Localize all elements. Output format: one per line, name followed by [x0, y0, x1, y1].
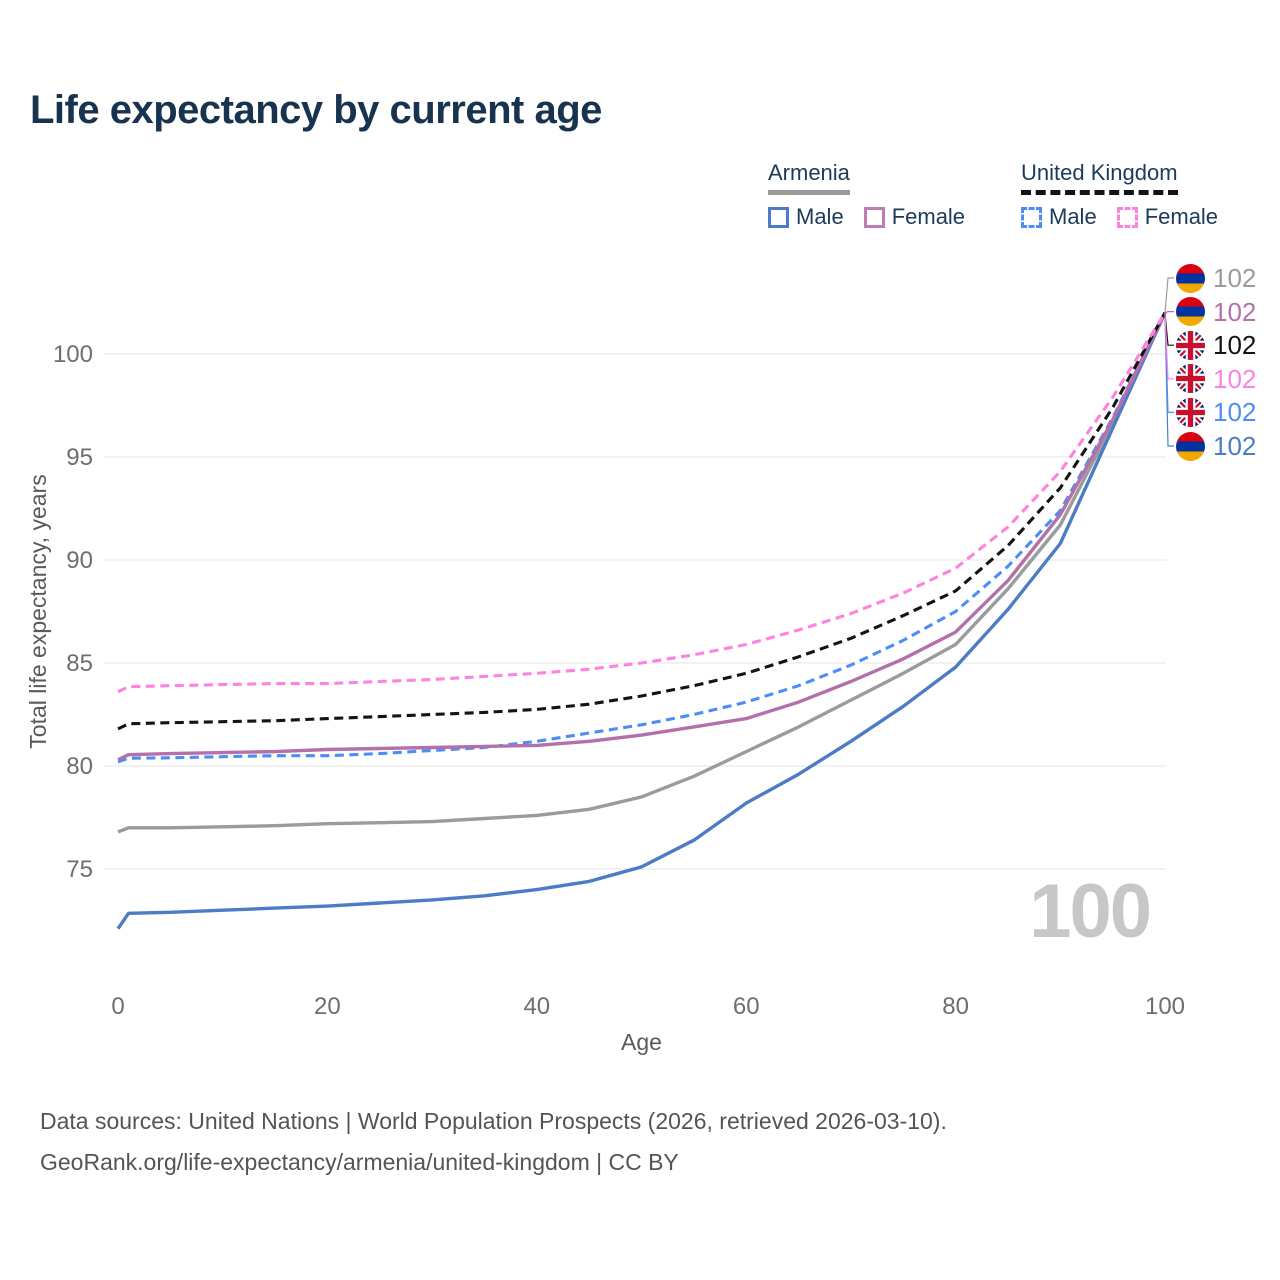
data-sources-text: Data sources: United Nations | World Pop… — [40, 1108, 947, 1134]
end-label-armenia-female: 102 — [1176, 297, 1256, 327]
armenia-flag-icon — [1176, 263, 1205, 293]
united-kingdom-flag-icon — [1176, 330, 1205, 360]
y-tick-label-95: 95 — [66, 444, 93, 471]
armenia-flag-icon — [1176, 297, 1205, 327]
end-label-united-kingdom-female: 102 — [1176, 364, 1256, 394]
uk-male-swatch-icon — [1021, 206, 1042, 228]
end-label-united-kingdom-male: 102 — [1176, 397, 1256, 427]
end-label-united-kingdom-total: 102 — [1176, 330, 1256, 360]
attribution-text: GeoRank.org/life-expectancy/armenia/unit… — [40, 1149, 679, 1175]
end-label-value: 102 — [1213, 296, 1257, 327]
united-kingdom-flag-icon — [1176, 364, 1205, 394]
current-age-watermark: 100 — [1029, 869, 1152, 954]
armenia-flag-icon — [1176, 431, 1205, 461]
end-label-value: 102 — [1213, 330, 1257, 361]
series-line-armenia-male[interactable] — [116, 312, 1167, 930]
page-title: Life expectancy by current age — [30, 88, 602, 132]
uk-female-swatch-icon — [1116, 206, 1138, 228]
y-tick-label-100: 100 — [53, 341, 93, 368]
legend-label: Female — [891, 204, 966, 229]
x-tick-label-80: 80 — [942, 993, 969, 1020]
end-label-leader — [1164, 312, 1174, 380]
legend-title-united-kingdom[interactable]: United Kingdom — [1021, 160, 1178, 195]
line-chart: 75 80 85 90 95 100 0 20 40 60 80 100 Age Total life e… — [25, 277, 1185, 1055]
legend-item-armenia-female[interactable]: Female — [863, 204, 966, 230]
legend-title-armenia[interactable]: Armenia — [768, 160, 850, 195]
series-line-united-kingdom-female[interactable] — [117, 311, 1167, 694]
united-kingdom-flag-icon — [1176, 397, 1205, 427]
armenia-male-swatch-icon — [768, 206, 789, 228]
x-tick-label-20: 20 — [314, 993, 341, 1020]
x-tick-label-0: 0 — [111, 993, 124, 1020]
legend-item-uk-female[interactable]: Female — [1116, 204, 1219, 230]
y-axis-title: Total life expectancy, years — [25, 474, 51, 748]
legend-item-uk-male[interactable]: Male — [1021, 204, 1097, 230]
end-label-value: 102 — [1213, 397, 1257, 428]
end-label-value: 102 — [1213, 363, 1257, 394]
end-label-armenia-total: 102 — [1176, 263, 1256, 293]
x-tick-label-100: 100 — [1145, 993, 1185, 1020]
legend-group-united-kingdom: United Kingdom Male Female — [1021, 160, 1218, 230]
legend-label: Female — [1144, 204, 1219, 229]
armenia-female-swatch-icon — [863, 206, 885, 228]
x-axis-title: Age — [621, 1029, 662, 1055]
series-line-armenia-total[interactable] — [117, 312, 1167, 834]
x-tick-label-60: 60 — [733, 993, 760, 1020]
series-line-united-kingdom-total[interactable] — [117, 312, 1167, 731]
end-label-leader — [1164, 311, 1174, 314]
series-line-united-kingdom-male[interactable] — [117, 312, 1167, 764]
x-tick-label-40: 40 — [523, 993, 550, 1020]
end-label-value: 102 — [1213, 263, 1257, 293]
end-label-value: 102 — [1213, 431, 1257, 461]
legend-item-armenia-male[interactable]: Male — [768, 204, 844, 230]
y-tick-label-90: 90 — [66, 547, 93, 574]
legend-label: Male — [1049, 204, 1097, 229]
legend-group-armenia: Armenia Male Female — [768, 160, 965, 230]
legend-label: Male — [796, 204, 844, 229]
end-label-armenia-male: 102 — [1176, 431, 1256, 461]
y-tick-label-75: 75 — [66, 856, 93, 883]
end-label-leader — [1164, 277, 1174, 313]
y-tick-label-85: 85 — [66, 650, 93, 677]
y-tick-label-80: 80 — [66, 753, 93, 780]
series-line-armenia-female[interactable] — [117, 312, 1167, 762]
